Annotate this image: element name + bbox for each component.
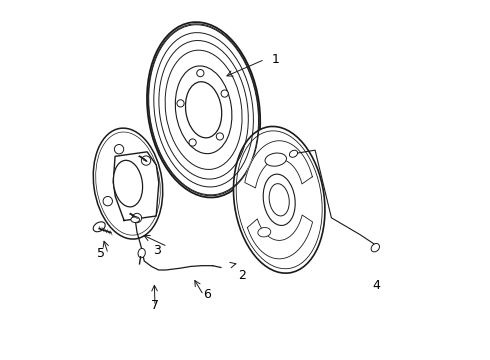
Text: 2: 2 (238, 269, 245, 282)
Ellipse shape (263, 174, 295, 225)
Text: 1: 1 (272, 53, 280, 66)
Ellipse shape (269, 184, 289, 216)
Text: 4: 4 (372, 279, 380, 292)
Text: 5: 5 (98, 247, 105, 260)
Ellipse shape (131, 217, 140, 222)
Ellipse shape (114, 144, 124, 154)
Ellipse shape (138, 248, 146, 258)
Ellipse shape (189, 139, 196, 146)
Ellipse shape (132, 213, 142, 223)
Ellipse shape (147, 22, 260, 198)
Ellipse shape (197, 69, 204, 77)
Ellipse shape (93, 128, 163, 239)
Ellipse shape (93, 222, 105, 232)
Ellipse shape (233, 126, 325, 273)
Polygon shape (245, 141, 312, 188)
Ellipse shape (186, 82, 221, 138)
Ellipse shape (216, 133, 223, 140)
Ellipse shape (258, 228, 271, 237)
Ellipse shape (142, 156, 151, 165)
Ellipse shape (103, 197, 112, 206)
Ellipse shape (221, 90, 228, 97)
Polygon shape (113, 152, 159, 221)
Text: 6: 6 (204, 288, 212, 301)
Ellipse shape (290, 150, 297, 157)
Ellipse shape (177, 100, 184, 107)
Polygon shape (247, 215, 313, 259)
Text: 3: 3 (153, 244, 161, 257)
Ellipse shape (265, 153, 287, 166)
Ellipse shape (371, 243, 379, 252)
Text: 7: 7 (151, 299, 159, 312)
Ellipse shape (113, 160, 143, 207)
Ellipse shape (175, 66, 232, 154)
